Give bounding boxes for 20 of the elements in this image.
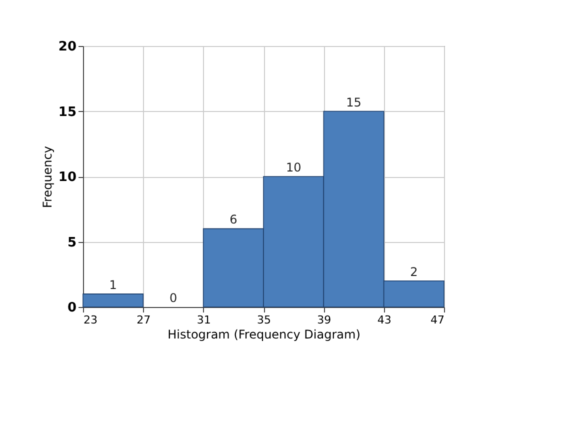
data-label: 2 [410, 264, 418, 279]
data-label: 1 [109, 278, 117, 292]
data-label: 6 [230, 212, 238, 227]
y-tick-label: 0 [67, 300, 76, 316]
data-label: 10 [286, 160, 302, 174]
y-tick-label: 5 [67, 235, 76, 250]
y-tick-label: 20 [58, 40, 76, 54]
x-tick-label: 47 [430, 314, 444, 326]
x-tick-label: 31 [196, 314, 211, 326]
x-axis-title: Histogram (Frequency Diagram) [168, 328, 360, 342]
x-tick-label: 23 [84, 314, 98, 326]
x-tick-label: 35 [257, 314, 271, 326]
y-tick-label: 10 [58, 170, 76, 185]
x-tick-label: 43 [377, 314, 392, 326]
data-label: 15 [346, 95, 362, 110]
y-tick-label: 15 [58, 104, 76, 120]
x-tick-label: 39 [317, 314, 332, 326]
x-tick-label: 27 [136, 314, 151, 326]
y-axis-title: Frequency [40, 146, 54, 208]
data-label: 0 [169, 291, 178, 305]
